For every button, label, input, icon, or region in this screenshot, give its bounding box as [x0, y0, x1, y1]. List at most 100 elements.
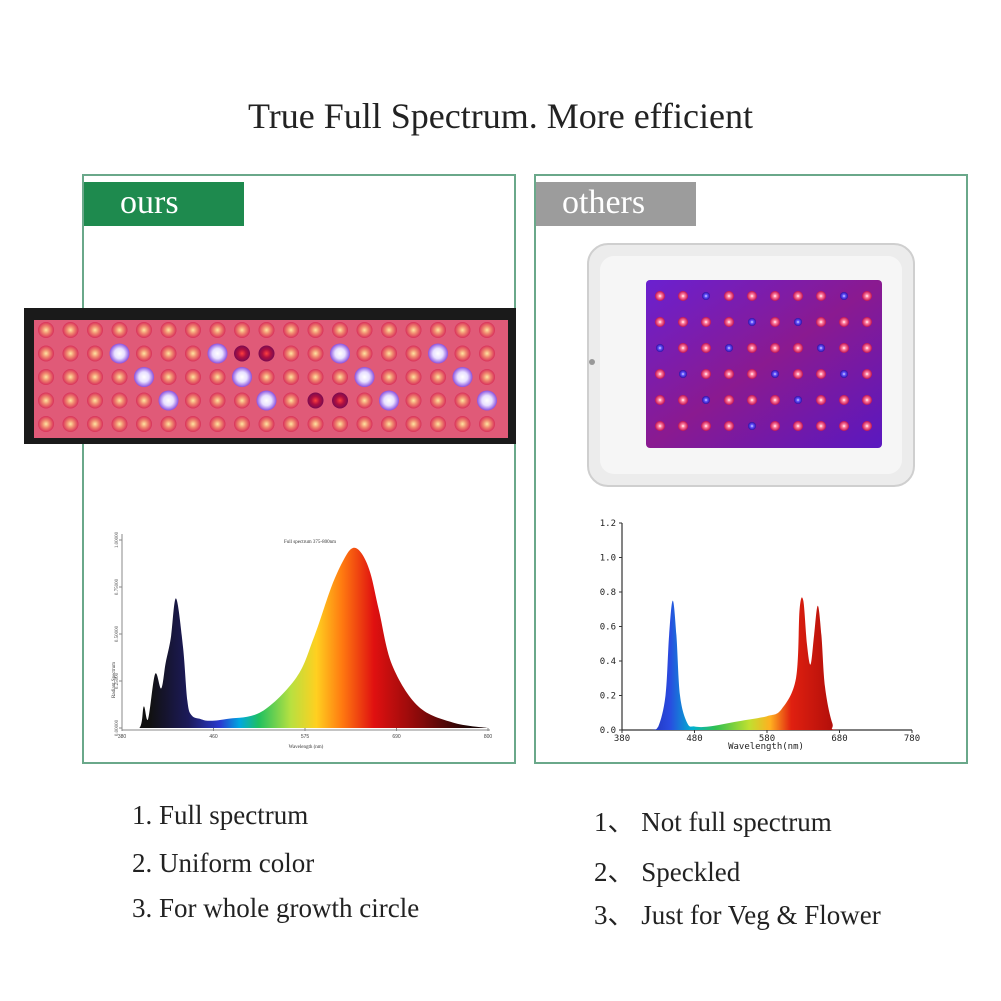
- ours-lamp-image: [24, 308, 516, 444]
- led: [656, 344, 664, 352]
- led: [185, 322, 201, 338]
- led: [62, 345, 79, 362]
- y-tick-label: 1.2: [600, 519, 616, 529]
- led: [679, 370, 687, 378]
- led: [379, 390, 399, 411]
- led: [62, 322, 79, 338]
- led: [38, 416, 54, 432]
- led: [839, 343, 849, 353]
- led: [724, 421, 734, 431]
- ours-spectrum-chart: Full spectrum 375-800nm Wavelength (nm) …: [112, 531, 492, 750]
- led: [87, 392, 103, 409]
- led: [793, 369, 803, 379]
- led: [793, 421, 803, 431]
- led: [38, 345, 54, 362]
- others-spectrum-chart: Wavelength(nm) 380 480 580 680 780 0.0 0.2 0.4 0…: [600, 519, 920, 752]
- led: [747, 291, 757, 301]
- led: [701, 421, 711, 431]
- led: [817, 344, 825, 352]
- led: [678, 317, 688, 327]
- led: [232, 367, 252, 387]
- others-feature-2: 2、 Speckled: [594, 857, 741, 887]
- x-tick-label: 800: [484, 734, 493, 740]
- led: [160, 416, 177, 432]
- ours-chart-title: Full spectrum 375-800nm: [284, 540, 336, 545]
- led: [209, 322, 226, 338]
- led: [816, 291, 826, 301]
- led: [862, 395, 872, 405]
- led: [724, 291, 734, 301]
- led: [793, 343, 803, 353]
- led: [381, 322, 397, 338]
- led: [454, 392, 471, 409]
- led: [770, 395, 780, 405]
- y-tick-label: 0.4: [600, 657, 616, 667]
- led: [356, 322, 373, 338]
- led: [655, 395, 665, 405]
- led: [185, 345, 201, 362]
- led: [283, 345, 299, 362]
- led: [748, 318, 756, 326]
- led: [655, 369, 665, 379]
- led: [701, 369, 711, 379]
- x-tick-label: 580: [759, 734, 775, 744]
- led: [816, 317, 826, 327]
- led: [678, 291, 688, 301]
- led: [185, 416, 201, 432]
- led: [724, 317, 734, 327]
- led: [234, 322, 250, 338]
- led: [840, 370, 848, 378]
- led: [479, 416, 495, 432]
- led: [136, 345, 152, 362]
- led: [158, 390, 179, 411]
- led: [283, 369, 299, 385]
- others-chart-xlabel: Wavelength(nm): [728, 742, 804, 752]
- page-title: True Full Spectrum. More efficient: [248, 96, 753, 136]
- led: [702, 292, 710, 300]
- led: [62, 416, 79, 432]
- others-spectrum-area: [622, 597, 912, 730]
- y-tick-label: 0.00000: [115, 719, 120, 736]
- led: [62, 392, 79, 409]
- led: [111, 392, 128, 409]
- led: [430, 322, 446, 338]
- led: [160, 345, 177, 362]
- others-ticks: 380 480 580 680 780 0.0 0.2 0.4 0.6 0.8 1.0 1.2: [600, 519, 920, 744]
- y-tick-label: 1.00000: [115, 531, 120, 548]
- led: [748, 422, 756, 430]
- led: [209, 416, 226, 432]
- ours-ticks: 380 460 575 690 800 0.00000 0.25000 0.50000 0.75…: [115, 531, 492, 740]
- x-tick-label: 460: [209, 734, 218, 740]
- led: [87, 369, 103, 385]
- led: [840, 292, 848, 300]
- led: [862, 291, 872, 301]
- led: [794, 396, 802, 404]
- y-tick-label: 0.6: [600, 623, 616, 633]
- led: [111, 322, 128, 338]
- led: [405, 322, 422, 338]
- led: [111, 369, 128, 385]
- led: [356, 392, 373, 409]
- led: [678, 421, 688, 431]
- led: [185, 392, 201, 409]
- led: [479, 369, 495, 385]
- led: [816, 421, 826, 431]
- x-tick-label: 780: [904, 734, 920, 744]
- others-led-grid: [655, 291, 872, 431]
- others-tag: others: [536, 182, 696, 226]
- led: [479, 322, 495, 338]
- led: [307, 345, 324, 362]
- y-tick-label: 0.0: [600, 726, 616, 736]
- led: [816, 395, 826, 405]
- led: [332, 392, 348, 409]
- ours-feature-3: 3. For whole growth circle: [132, 893, 420, 923]
- led: [477, 390, 497, 411]
- led: [405, 416, 422, 432]
- led: [356, 416, 373, 432]
- led: [283, 392, 299, 409]
- led: [862, 421, 872, 431]
- led: [258, 322, 275, 338]
- led: [678, 343, 688, 353]
- led: [307, 322, 324, 338]
